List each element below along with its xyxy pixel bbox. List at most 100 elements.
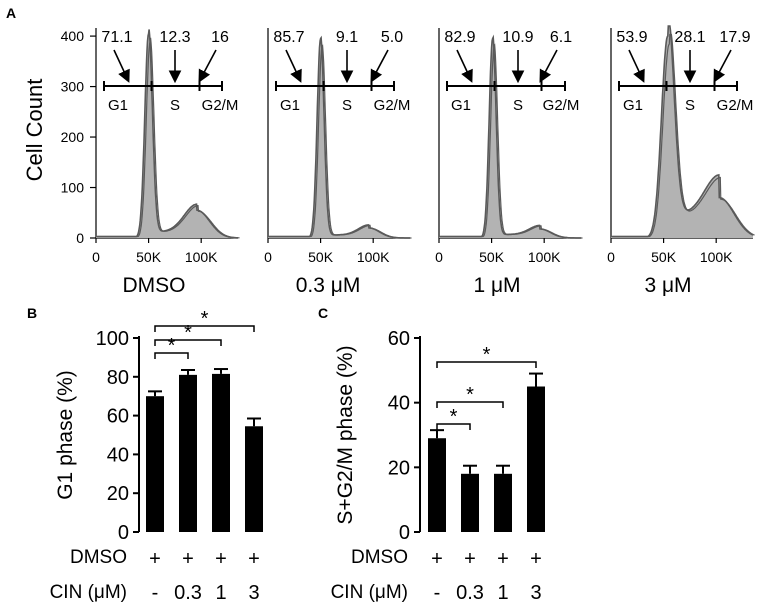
dmso-row-value: + bbox=[431, 548, 443, 570]
panel-a-hist-plot-3: 0 50K 100K bbox=[607, 25, 755, 265]
cin-row-value: 0.3 bbox=[174, 582, 202, 604]
panel-letter-c: C bbox=[318, 305, 328, 321]
hist-title-label: DMSO bbox=[123, 274, 186, 297]
g1-arrow bbox=[285, 49, 302, 83]
g1-percent-label: 85.7 bbox=[273, 29, 304, 46]
g2m-arrow bbox=[370, 49, 389, 83]
dmso-row-value: + bbox=[497, 548, 509, 570]
dmso-row-value: + bbox=[464, 548, 476, 570]
significance-bracket bbox=[154, 352, 189, 359]
g1-phase-label: G1 bbox=[108, 97, 128, 114]
y-tick-label: 0 bbox=[399, 522, 410, 544]
panel-letter-a: A bbox=[6, 5, 16, 21]
y-tick-label: 40 bbox=[388, 393, 410, 415]
dmso-row-value: + bbox=[248, 548, 260, 570]
bar bbox=[212, 373, 230, 532]
y-tick-label: 60 bbox=[107, 406, 129, 428]
panel-b-row-label-dmso: DMSO bbox=[70, 547, 127, 568]
panel-a-y-tick-label: 100 bbox=[61, 180, 85, 196]
significance-star: * bbox=[184, 322, 192, 344]
hist-x-tick-label: 0 bbox=[264, 249, 272, 265]
hist-area bbox=[439, 37, 581, 239]
hist-area bbox=[268, 37, 410, 239]
hist-title-label: 1 μM bbox=[473, 274, 520, 297]
significance-bracket bbox=[436, 361, 537, 368]
g2m-percent-label: 5.0 bbox=[381, 29, 403, 46]
hist-line-replicate bbox=[440, 43, 583, 239]
panel-b-row-label-cin: CIN (μM) bbox=[50, 582, 127, 603]
g2m-phase-label: G2/M bbox=[374, 97, 411, 114]
significance-star: * bbox=[483, 344, 491, 366]
hist-x-tick-label: 100K bbox=[528, 249, 561, 265]
panel-a-hist-plot-1: 0 50K 100K bbox=[264, 28, 412, 265]
s-phase-label: S bbox=[170, 97, 180, 114]
significance-bracket bbox=[436, 423, 471, 430]
s-percent-label: 28.1 bbox=[674, 29, 705, 46]
hist-x-tick-label: 0 bbox=[435, 249, 443, 265]
cin-row-value: 0.3 bbox=[456, 582, 484, 604]
bar bbox=[146, 396, 164, 532]
hist-x-tick-label: 100K bbox=[185, 249, 218, 265]
cin-row-value: - bbox=[434, 582, 441, 604]
g1-arrow bbox=[456, 49, 473, 83]
cin-row-value: 1 bbox=[215, 582, 226, 604]
g1-arrow bbox=[113, 49, 130, 83]
cin-row-value: 1 bbox=[497, 582, 508, 604]
cin-row-value: 3 bbox=[248, 582, 259, 604]
s-percent-label: 10.9 bbox=[502, 29, 533, 46]
y-tick-label: 0 bbox=[118, 522, 129, 544]
hist-x-tick-label: 50K bbox=[308, 249, 334, 265]
g1-phase-label: G1 bbox=[623, 97, 643, 114]
significance-bracket bbox=[154, 339, 222, 346]
y-tick-label: 80 bbox=[107, 367, 129, 389]
y-tick-label: 100 bbox=[96, 328, 129, 350]
y-tick-label: 60 bbox=[388, 328, 410, 350]
dmso-row-value: + bbox=[182, 548, 194, 570]
significance-bracket bbox=[436, 401, 504, 408]
hist-line-replicate bbox=[612, 33, 755, 238]
significance-bracket bbox=[154, 325, 255, 332]
s-phase-label: S bbox=[685, 97, 695, 114]
significance-star: * bbox=[201, 308, 209, 330]
panel-c-row-label-cin: CIN (μM) bbox=[331, 582, 408, 603]
panel-a-hist-3: 3 μM 53.9 28.1 17.9 G1 S G2/M bbox=[616, 29, 753, 297]
significance-star: * bbox=[466, 384, 474, 406]
hist-x-tick-label: 100K bbox=[700, 249, 733, 265]
hist-line-replicate bbox=[269, 44, 412, 239]
bar bbox=[527, 386, 545, 532]
panel-letter-b: B bbox=[27, 305, 37, 321]
g1-percent-label: 71.1 bbox=[101, 29, 132, 46]
panel-a-y-tick-label: 200 bbox=[61, 129, 85, 145]
s-phase-label: S bbox=[342, 97, 352, 114]
g1-arrow bbox=[628, 49, 645, 83]
g2m-percent-label: 16 bbox=[211, 29, 229, 46]
hist-title-label: 3 μM bbox=[644, 274, 691, 297]
panel-a-y-tick-label: 0 bbox=[76, 230, 84, 246]
hist-line bbox=[96, 29, 239, 239]
g2m-phase-label: G2/M bbox=[717, 97, 754, 114]
hist-x-tick-label: 50K bbox=[479, 249, 505, 265]
cin-row-value: - bbox=[152, 582, 159, 604]
y-tick-label: 20 bbox=[107, 483, 129, 505]
panel-a-hist-2: 1 μM 82.9 10.9 6.1 G1 S G2/M bbox=[444, 29, 579, 297]
hist-area bbox=[611, 26, 753, 238]
g2m-percent-label: 17.9 bbox=[719, 29, 750, 46]
hist-line bbox=[268, 35, 410, 239]
cin-row-value: 3 bbox=[530, 582, 541, 604]
bar bbox=[461, 473, 479, 532]
g1-phase-label: G1 bbox=[451, 97, 471, 114]
hist-area bbox=[96, 29, 238, 238]
hist-x-tick-label: 0 bbox=[92, 249, 100, 265]
hist-x-tick-label: 50K bbox=[651, 249, 677, 265]
s-percent-label: 12.3 bbox=[159, 29, 190, 46]
dmso-row-value: + bbox=[215, 548, 227, 570]
panel-a-hist-0: DMSO 71.1 12.3 16 G1 S G2/M bbox=[101, 29, 238, 297]
hist-line-replicate bbox=[97, 37, 240, 239]
g2m-phase-label: G2/M bbox=[543, 97, 580, 114]
hist-line bbox=[439, 34, 581, 239]
g1-percent-label: 53.9 bbox=[616, 29, 647, 46]
bar bbox=[179, 374, 197, 532]
s-phase-label: S bbox=[513, 97, 523, 114]
panel-b-plot: 0 20 40 60 80 100 + - +0.3 +1 +3 * * * bbox=[96, 308, 263, 604]
